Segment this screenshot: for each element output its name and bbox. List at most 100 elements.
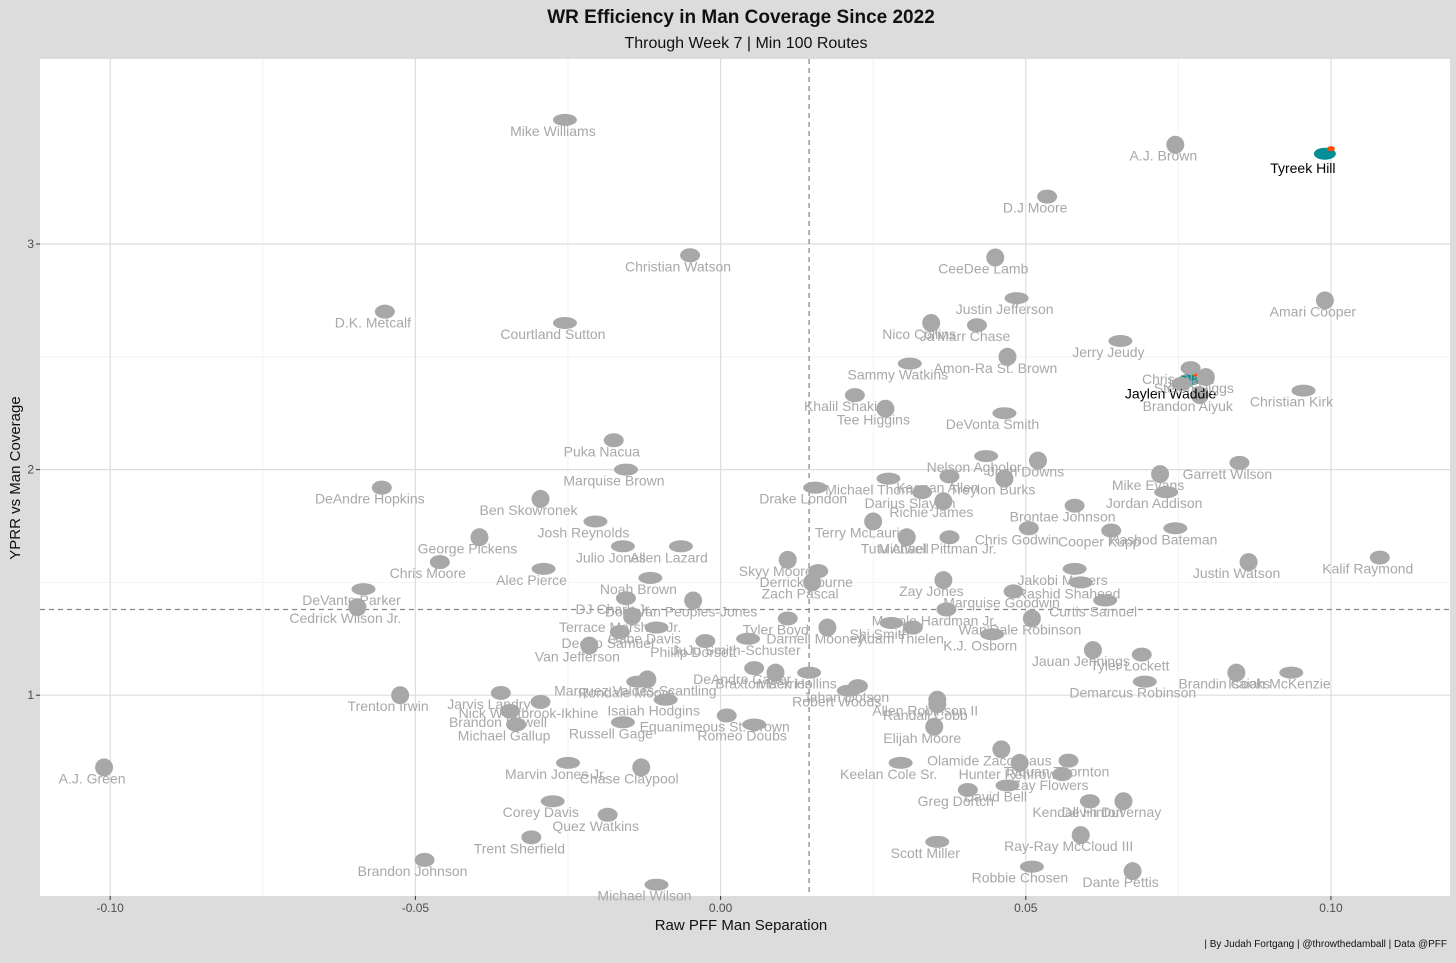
x-axis-label: Raw PFF Man Separation	[655, 917, 828, 934]
point-jakobi-meyers	[1062, 562, 1087, 575]
label-skyy-moore: Skyy Moore	[739, 563, 813, 579]
point-stefon-diggs	[1196, 368, 1215, 387]
label-greg-dortch: Greg Dortch	[918, 793, 994, 809]
point-mike-williams	[552, 113, 577, 126]
point-nico-collins	[922, 313, 941, 332]
label-russell-gage: Russell Gage	[569, 725, 653, 741]
point-kalif-raymond	[1369, 550, 1390, 565]
point-d-j-moore	[1037, 189, 1058, 204]
label-marquez-valdes-scantling: Marquez Valdes-Scantling	[554, 682, 716, 698]
axes: -0.10 -0.05 0.00 0.05 0.10 1 2 3	[27, 237, 1343, 915]
label-tyler-lockett: Tyler Lockett	[1090, 658, 1169, 674]
label-braxton-berrios: Braxton Berrios	[715, 676, 811, 692]
point-courtland-sutton	[552, 316, 577, 329]
label-alec-pierce: Alec Pierce	[496, 572, 567, 588]
point-nelson-agholor	[974, 450, 999, 463]
point-darnell-mooney	[818, 618, 837, 637]
point-zay-jones	[934, 571, 953, 590]
label-amon-ra-st-brown: Amon-Ra St. Brown	[934, 360, 1058, 376]
point-brandon-aiyuk	[1190, 386, 1209, 405]
point-robbie-chosen	[1019, 860, 1044, 873]
point-richie-james	[934, 492, 953, 511]
point-michael-thomas	[876, 472, 901, 485]
point-josh-downs	[1028, 451, 1047, 470]
label-tyler-boyd: Tyler Boyd	[743, 622, 809, 638]
point-khalil-shakir	[844, 388, 865, 403]
label-van-jefferson: Van Jefferson	[535, 649, 620, 665]
label-brandin-cooks: Brandin Cooks	[1178, 676, 1270, 692]
point-devin-duvernay	[1114, 792, 1133, 811]
point-tee-higgins	[876, 399, 895, 418]
label-trenton-irwin: Trenton Irwin	[348, 698, 429, 714]
point-cedrick-wilson-jr	[348, 598, 367, 617]
label-phillip-dorsett: Phillip Dorsett	[650, 644, 736, 660]
point-michael-pittman-jr	[939, 530, 960, 545]
point-braxton-berrios	[766, 663, 785, 682]
point-jarvis-landry	[490, 685, 511, 700]
label-jayle: Jayle	[1165, 375, 1198, 391]
point-randall-cobb	[928, 695, 947, 714]
label-a-j-brown: A.J. Brown	[1129, 148, 1197, 164]
label-tutu-atwell: Tutu Atwell	[861, 540, 929, 556]
label-kendall-hinton: Kendall Hinton	[1032, 804, 1123, 820]
label-stefon-diggs: Stefon Diggs	[1154, 380, 1234, 396]
point-ja-marr-chase	[966, 318, 987, 333]
x-tick-label: -0.10	[97, 901, 125, 915]
label-gabe-davis: Gabe Davis	[608, 631, 681, 647]
label-wan-dale-robinson: Wan'Dale Robinson	[958, 622, 1081, 638]
chart-caption: | By Judah Fortgang | @throwthedamball |…	[1204, 939, 1447, 950]
player-labels: Tyreek Hill Jaylen Waddle A.J. Brown D.J Mo…	[59, 123, 1414, 904]
point-rondale-moore	[626, 675, 651, 688]
point-george-pickens	[470, 528, 489, 547]
label-jerry-jeudy: Jerry Jeudy	[1072, 344, 1144, 360]
point-a-j-brown	[1166, 135, 1185, 154]
label-nick-westbrook-ikhine: Nick Westbrook-Ikhine	[459, 705, 599, 721]
label-brontae-johnson: Brontae Johnson	[1010, 509, 1116, 525]
label-hunter-renfrow: Hunter Renfrow	[959, 766, 1058, 782]
label-tyquan-thornton: Tyquan Thornton	[1004, 764, 1110, 780]
label-allen-robinson-ii: Allen Robinson II	[872, 703, 978, 719]
label-chris-olave: Chris Olave	[1142, 371, 1215, 387]
point-zay-flowers	[1052, 767, 1073, 782]
label-d-j-moore: D.J Moore	[1003, 200, 1068, 216]
label-garrett-wilson: Garrett Wilson	[1183, 466, 1272, 482]
label-tyreek-hill: Tyreek Hill	[1270, 160, 1335, 176]
point-jerry-jeudy	[1108, 335, 1133, 348]
label-cooper-kupp: Cooper Kupp	[1058, 534, 1141, 550]
label-ceedee-lamb: CeeDee Lamb	[938, 261, 1028, 277]
point-olamide-zaccheaus	[992, 740, 1011, 759]
point-mike-evans	[1151, 465, 1170, 484]
label-puka-nacua: Puka Nacua	[564, 443, 640, 459]
point-sammy-watkins	[897, 357, 922, 370]
point-dante-pettis	[1123, 862, 1142, 881]
point-amon-ra-st-brown	[998, 347, 1017, 366]
label-treylon-burks: Treylon Burks	[949, 482, 1035, 498]
x-tick-label: -0.05	[402, 901, 430, 915]
point-adam-thielen	[902, 620, 923, 635]
label-brandon-powell: Brandon Powell	[449, 714, 547, 730]
point-scott-miller	[925, 835, 950, 848]
point-accent-tyreek-hill	[1326, 146, 1335, 152]
label-marquise-goodwin: Marquise Goodwin	[943, 594, 1060, 610]
point-dj-chark-jr	[615, 591, 636, 606]
point-keenan-allen	[939, 469, 960, 484]
point-rashid-shaheed	[1068, 576, 1093, 589]
point-tyler-lockett	[1131, 647, 1152, 662]
point-jayle	[1171, 376, 1192, 391]
label-tee-higgins: Tee Higgins	[837, 412, 910, 428]
label-terrace-marshall-jr: Terrace Marshall Jr.	[559, 619, 681, 635]
point-isaiah-mckenzie	[1279, 666, 1304, 679]
point-devonta-smith	[992, 407, 1017, 420]
point-russell-gage	[610, 716, 635, 729]
point-brandin-cooks	[1227, 663, 1246, 682]
label-randall-cobb: Randall Cobb	[883, 707, 968, 723]
point-ceedee-lamb	[986, 248, 1005, 267]
label-olamide-zaccheaus: Olamide Zaccheaus	[927, 752, 1052, 768]
label-christian-watson: Christian Watson	[625, 258, 731, 274]
point-tyler-boyd	[777, 611, 798, 626]
point-marquise-goodwin	[1003, 584, 1024, 599]
point-kendall-hinton	[1079, 794, 1100, 809]
label-derrick-bourne: Derrick Bourne	[760, 574, 854, 590]
point-elijah-moore	[925, 717, 944, 736]
